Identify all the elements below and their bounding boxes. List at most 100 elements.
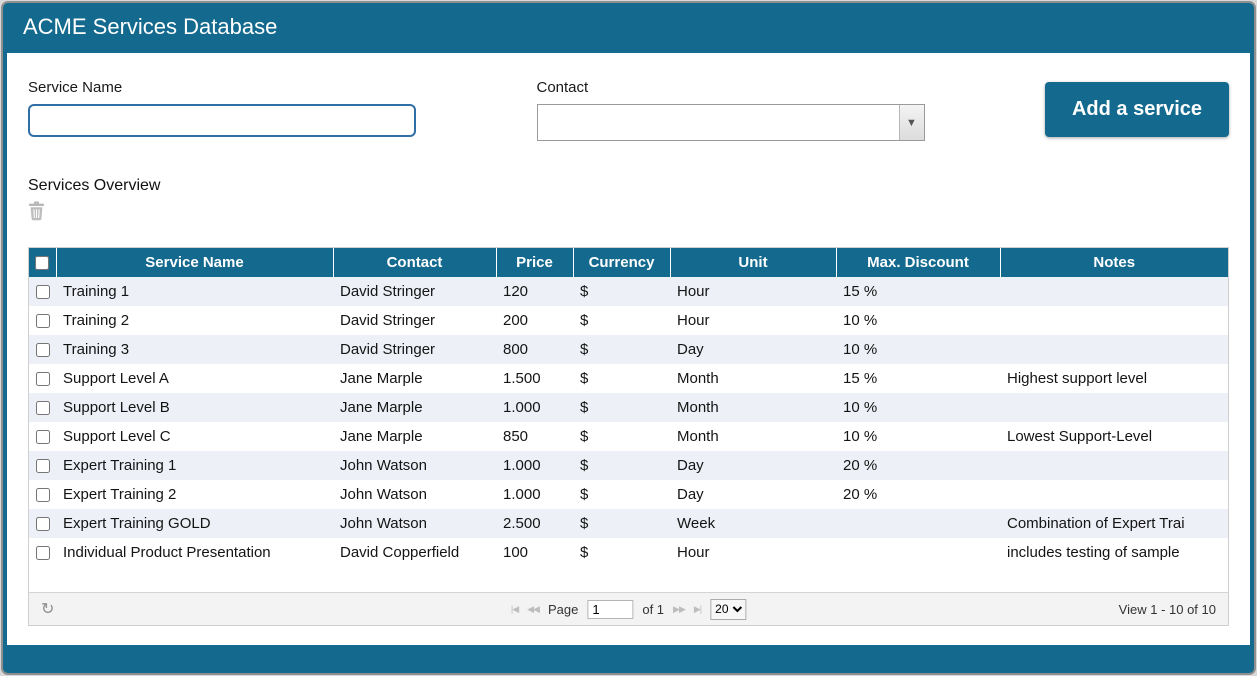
table-row[interactable]: Support Level C Jane Marple 850 $ Month 10 % L…	[29, 422, 1228, 451]
cell-currency: $	[580, 544, 589, 561]
cell-discount	[836, 538, 1000, 567]
table-row[interactable]: Support Level A Jane Marple 1.500 $ Month 15 …	[29, 364, 1228, 393]
cell-unit: Month	[677, 399, 719, 416]
cell-contact: Jane Marple	[340, 370, 423, 387]
row-checkbox[interactable]	[35, 459, 50, 474]
row-checkbox[interactable]	[35, 285, 50, 300]
col-header-max-discount[interactable]: Max. Discount	[836, 248, 1001, 277]
cell-service: Training 1	[63, 283, 130, 300]
row-checkbox[interactable]	[35, 488, 50, 503]
cell-price: 2.500	[503, 515, 541, 532]
cell-service: Training 3	[63, 341, 130, 358]
pager-controls: |◀ ◀◀ Page of 1 ▶▶ ▶| 20	[510, 598, 747, 620]
prev-page-button[interactable]: ◀◀	[527, 603, 540, 614]
cell-discount: 10 %	[843, 399, 878, 416]
row-checkbox-cell	[29, 538, 56, 567]
cell-contact: David Stringer	[340, 341, 436, 358]
chevron-down-icon: ▼	[906, 116, 917, 129]
add-service-button[interactable]: Add a service	[1045, 82, 1229, 137]
window-title: ACME Services Database	[23, 14, 278, 39]
cell-discount: 20 %	[843, 486, 878, 503]
col-header-notes[interactable]: Notes	[1000, 248, 1228, 277]
table-row[interactable]: Training 2 David Stringer 200 $ Hour 10 %	[29, 306, 1228, 335]
page-size-select[interactable]: 20	[710, 598, 747, 620]
cell-currency: $	[580, 486, 589, 503]
page-of-label: of 1	[642, 601, 665, 617]
refresh-icon[interactable]: ↻	[41, 601, 55, 618]
select-all-checkbox[interactable]	[35, 256, 50, 271]
next-page-button[interactable]: ▶▶	[673, 603, 686, 614]
cell-price: 1.000	[503, 457, 541, 474]
col-header-price[interactable]: Price	[496, 248, 574, 277]
row-checkbox-cell	[29, 509, 56, 538]
page-label: Page	[547, 601, 579, 617]
table-row[interactable]: Individual Product Presentation David Cop…	[29, 538, 1228, 567]
cell-contact: John Watson	[340, 457, 427, 474]
search-form: Service Name Contact ▼ Add a service	[28, 79, 1229, 141]
cell-contact: Jane Marple	[340, 399, 423, 416]
cell-service: Support Level C	[63, 428, 171, 445]
service-name-input[interactable]	[28, 104, 416, 137]
col-header-contact[interactable]: Contact	[333, 248, 497, 277]
cell-notes	[1000, 335, 1228, 364]
cell-price: 100	[503, 544, 529, 561]
delete-service-control[interactable]	[28, 201, 1229, 223]
cell-currency: $	[580, 370, 589, 387]
contact-dropdown-button[interactable]: ▼	[898, 105, 924, 140]
table-row[interactable]: Support Level B Jane Marple 1.000 $ Month 10 …	[29, 393, 1228, 422]
cell-notes	[1000, 277, 1228, 306]
services-overview-heading: Services Overview	[28, 177, 161, 194]
row-checkbox[interactable]	[35, 546, 50, 561]
cell-price: 850	[503, 428, 529, 445]
table-row[interactable]: Expert Training GOLD John Watson 2.500 $ Wee…	[29, 509, 1228, 538]
cell-contact: David Copperfield	[340, 544, 460, 561]
first-page-button[interactable]: |◀	[510, 603, 519, 614]
cell-service: Individual Product Presentation	[63, 544, 271, 561]
cell-currency: $	[580, 399, 589, 416]
row-checkbox-cell	[29, 364, 56, 393]
cell-discount: 15 %	[843, 370, 878, 387]
select-all-header-cell	[29, 248, 57, 277]
contact-select[interactable]: ▼	[536, 104, 925, 141]
cell-price: 800	[503, 341, 529, 358]
cell-currency: $	[580, 283, 589, 300]
col-header-service-name[interactable]: Service Name	[56, 248, 334, 277]
row-checkbox[interactable]	[35, 314, 50, 329]
cell-discount: 20 %	[843, 457, 878, 474]
row-checkbox-cell	[29, 480, 56, 509]
cell-currency: $	[580, 428, 589, 445]
row-checkbox[interactable]	[35, 372, 50, 387]
row-checkbox[interactable]	[35, 343, 50, 358]
row-checkbox-cell	[29, 277, 56, 306]
table-row[interactable]: Training 1 David Stringer 120 $ Hour 15 %	[29, 277, 1228, 306]
contact-label: Contact	[536, 79, 589, 96]
table-header: Service Name Contact Price Currency Unit…	[29, 248, 1228, 277]
table-row[interactable]: Training 3 David Stringer 800 $ Day 10 %	[29, 335, 1228, 364]
services-grid: Service Name Contact Price Currency Unit…	[28, 247, 1229, 626]
grid-pager: ↻ |◀ ◀◀ Page of 1 ▶▶ ▶| 20 View 1 - 10 o…	[29, 592, 1228, 625]
cell-notes	[1000, 306, 1228, 335]
cell-discount: 10 %	[843, 341, 878, 358]
cell-service: Expert Training 1	[63, 457, 177, 474]
table-row[interactable]: Expert Training 2 John Watson 1.000 $ Day 20 …	[29, 480, 1228, 509]
cell-service: Expert Training 2	[63, 486, 177, 503]
cell-discount: 10 %	[843, 312, 878, 329]
titlebar: ACME Services Database	[3, 3, 1254, 51]
row-checkbox[interactable]	[35, 430, 50, 445]
page-number-input[interactable]	[587, 599, 634, 619]
cell-price: 120	[503, 283, 529, 300]
cell-contact: John Watson	[340, 515, 427, 532]
cell-unit: Hour	[677, 283, 710, 300]
col-header-unit[interactable]: Unit	[670, 248, 837, 277]
table-row[interactable]: Expert Training 1 John Watson 1.000 $ Day 20 …	[29, 451, 1228, 480]
contact-field: Contact ▼	[536, 79, 925, 141]
row-checkbox[interactable]	[35, 517, 50, 532]
row-checkbox[interactable]	[35, 401, 50, 416]
cell-service: Support Level B	[63, 399, 170, 416]
cell-unit: Day	[677, 486, 704, 503]
main-content: Service Name Contact ▼ Add a service Ser…	[7, 53, 1250, 645]
cell-discount	[836, 509, 1000, 538]
last-page-button[interactable]: ▶|	[693, 603, 702, 614]
cell-notes: Combination of Expert Trai	[1007, 515, 1185, 532]
col-header-currency[interactable]: Currency	[573, 248, 671, 277]
